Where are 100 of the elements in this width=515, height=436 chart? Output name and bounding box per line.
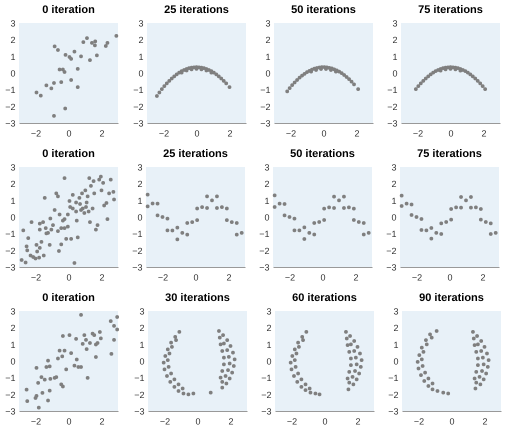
point (352, 339, 356, 343)
point (300, 334, 304, 339)
y-tick-label: −3 (261, 406, 272, 416)
point (195, 218, 200, 222)
point (224, 218, 229, 222)
point (46, 398, 50, 402)
point (356, 87, 360, 92)
chart-title: 90 iterations (419, 292, 484, 304)
x-tick-label: 2 (227, 128, 233, 138)
point (62, 348, 66, 353)
point (304, 330, 308, 334)
point (98, 330, 102, 334)
point (349, 342, 353, 346)
point (58, 348, 62, 353)
y-tick-label: −2 (386, 246, 396, 256)
point (459, 195, 463, 199)
y-tick-label: 2 (137, 179, 142, 190)
y-tick-label: 3 (137, 162, 142, 172)
point (48, 376, 52, 381)
point (296, 372, 300, 376)
point (352, 349, 356, 353)
point (79, 365, 83, 369)
point (304, 388, 308, 392)
point (59, 80, 64, 84)
x-tick-label: 2 (226, 272, 232, 282)
point (224, 382, 228, 386)
point (292, 80, 296, 84)
point (469, 195, 473, 199)
y-tick-label: 2 (10, 179, 16, 190)
y-tick-label: 3 (392, 18, 398, 28)
chart-title: 0 iteration (42, 4, 96, 16)
point (290, 83, 294, 88)
point (472, 343, 476, 348)
x-tick-label: 0 (66, 272, 72, 282)
point (473, 76, 478, 80)
point (90, 40, 94, 45)
point (220, 386, 224, 390)
point (297, 344, 301, 349)
point (346, 376, 350, 380)
point (449, 218, 454, 222)
point (177, 330, 182, 334)
point (94, 355, 98, 359)
point (439, 221, 444, 226)
point (288, 360, 293, 365)
x-tick-label: −2 (412, 128, 424, 138)
point (172, 384, 176, 389)
point (349, 363, 353, 368)
y-tick-label: −3 (387, 118, 398, 128)
point (232, 357, 236, 362)
y-tick-label: −2 (5, 390, 16, 400)
point (68, 333, 72, 338)
point (64, 367, 68, 372)
point (81, 40, 86, 44)
point (180, 386, 185, 390)
point (52, 114, 56, 118)
point (220, 380, 224, 384)
point (195, 206, 200, 210)
point (82, 333, 86, 338)
point (420, 357, 424, 362)
y-tick-label: 0 (10, 68, 16, 78)
point (292, 228, 296, 232)
point (358, 364, 363, 369)
x-tick-label: 0 (321, 128, 327, 138)
point (40, 375, 44, 380)
point (115, 328, 120, 332)
point (162, 367, 166, 372)
point (302, 225, 306, 230)
point (38, 94, 43, 98)
point (347, 77, 351, 82)
point (352, 82, 356, 86)
x-tick-label: 2 (228, 416, 234, 426)
x-tick-label: 0 (322, 416, 328, 426)
point (464, 198, 468, 202)
point (165, 374, 169, 378)
x-tick-label: −2 (286, 128, 296, 138)
y-tick-label: 0 (266, 356, 272, 366)
y-tick-label: 2 (139, 323, 144, 334)
point (170, 228, 174, 232)
point (422, 350, 426, 354)
x-tick-label: 2 (353, 272, 359, 282)
point (272, 193, 277, 198)
point (108, 319, 113, 324)
point (483, 87, 488, 92)
point (422, 379, 426, 383)
point (72, 50, 76, 54)
x-tick-label: 0 (194, 128, 200, 138)
point (175, 226, 180, 230)
point (169, 372, 173, 376)
y-tick-label: 2 (266, 323, 272, 334)
y-tick-label: 1 (392, 52, 398, 62)
y-tick-label: 2 (392, 35, 398, 46)
point (79, 312, 83, 317)
point (478, 218, 483, 222)
y-tick-label: 1 (137, 196, 142, 206)
y-tick-label: 2 (10, 35, 16, 46)
point (294, 352, 298, 356)
point (479, 349, 484, 353)
point (476, 363, 480, 368)
point (353, 369, 357, 373)
point (218, 342, 222, 346)
